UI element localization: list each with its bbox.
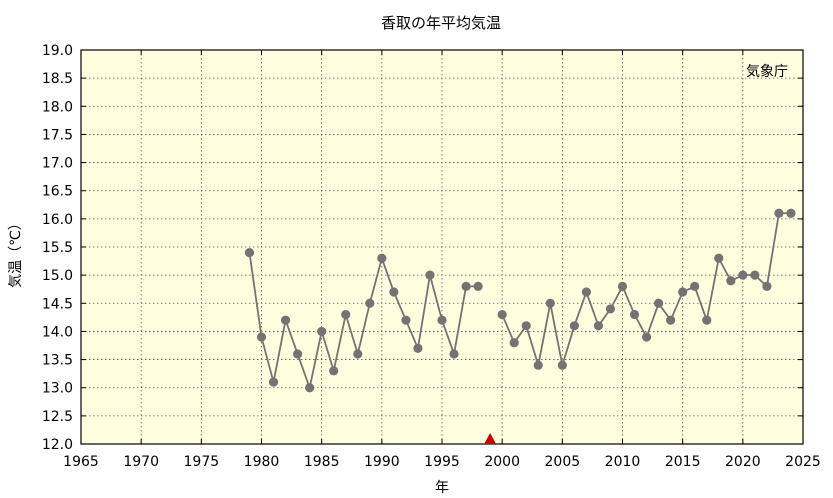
data-point (557, 360, 567, 370)
data-point (521, 321, 531, 331)
x-tick-label: 1990 (364, 454, 400, 470)
data-point (244, 248, 255, 258)
special-markers (484, 433, 497, 444)
data-point (365, 298, 375, 308)
x-tick-label: 2005 (545, 454, 581, 470)
data-point (293, 349, 303, 359)
y-tick-label: 13.5 (42, 353, 73, 369)
y-tick-label: 17.5 (42, 127, 73, 143)
data-point (401, 315, 411, 325)
x-tick-label: 1965 (63, 454, 99, 470)
data-point (497, 309, 507, 320)
data-point (341, 309, 351, 320)
x-tick-label: 2015 (665, 454, 701, 470)
data-point (581, 287, 592, 297)
series-line (244, 208, 796, 393)
data-point (641, 332, 652, 342)
data-point (738, 270, 748, 280)
data-point (569, 321, 579, 331)
x-axis-label: 年 (435, 480, 449, 496)
x-tick-label: 2025 (785, 454, 821, 470)
x-tick-label: 1995 (424, 454, 460, 470)
data-point (654, 298, 664, 308)
y-axis-label: 気温（℃） (8, 216, 24, 288)
data-point (473, 281, 483, 291)
data-point (317, 326, 327, 337)
triangle-marker (484, 433, 497, 444)
data-point (268, 377, 279, 387)
y-tick-label: 19.0 (42, 43, 73, 59)
x-tick-label: 2010 (605, 454, 641, 470)
y-tick-label: 16.5 (42, 184, 73, 200)
data-point (786, 208, 796, 218)
data-point (461, 281, 471, 291)
x-tick-label: 2000 (484, 454, 520, 470)
data-point (726, 276, 736, 286)
data-point (666, 315, 676, 325)
data-point (774, 208, 784, 218)
source-label: 気象庁 (746, 64, 788, 80)
data-point (702, 315, 712, 325)
data-point (714, 253, 724, 263)
y-tick-label: 16.0 (42, 212, 73, 228)
data-point (256, 332, 267, 342)
series-line-segment (248, 252, 479, 391)
y-tick-label: 15.0 (42, 268, 73, 284)
data-point (509, 338, 519, 348)
data-point (425, 270, 435, 280)
data-point (329, 366, 339, 376)
data-point (678, 287, 688, 297)
x-tick-label: 1985 (304, 454, 340, 470)
data-point (629, 309, 640, 320)
y-tick-label: 18.5 (42, 71, 73, 87)
data-point (449, 349, 459, 359)
chart-title: 香取の年平均気温 (381, 14, 501, 32)
data-point (280, 315, 291, 325)
grid-lines (81, 50, 803, 444)
data-point (437, 315, 447, 325)
x-tick-label: 1975 (184, 454, 220, 470)
data-point (305, 383, 315, 393)
y-tick-label: 15.5 (42, 240, 73, 256)
data-point (750, 270, 760, 280)
y-tick-label: 17.0 (42, 156, 73, 172)
data-point (545, 298, 555, 308)
data-point (762, 281, 772, 291)
data-point (533, 360, 543, 370)
x-tick-label: 1970 (123, 454, 159, 470)
data-point (690, 281, 700, 291)
data-point (389, 287, 399, 297)
y-tick-label: 12.5 (42, 409, 73, 425)
y-tick-label: 12.0 (42, 437, 73, 453)
data-point (353, 349, 363, 359)
data-point (377, 253, 387, 263)
y-tick-label: 14.0 (42, 324, 73, 340)
y-tick-label: 14.5 (42, 296, 73, 312)
data-point (605, 304, 616, 314)
x-tick-label: 1980 (244, 454, 280, 470)
y-tick-label: 13.0 (42, 381, 73, 397)
data-point (413, 343, 423, 353)
data-point (593, 321, 604, 331)
y-tick-label: 18.0 (42, 99, 73, 115)
x-axis-ticks: 1965 1970 1975 1980 1985 1990 1995 2000 2005 2010… (63, 50, 821, 470)
data-point (617, 281, 628, 291)
y-axis-ticks: 12.0 12.5 13.0 13.5 14.0 14.5 15.0 15.5 16.0 16.5… (42, 43, 803, 453)
x-tick-label: 2020 (725, 454, 761, 470)
